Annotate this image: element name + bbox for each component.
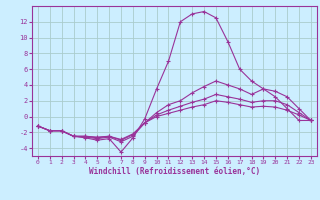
X-axis label: Windchill (Refroidissement éolien,°C): Windchill (Refroidissement éolien,°C)	[89, 167, 260, 176]
